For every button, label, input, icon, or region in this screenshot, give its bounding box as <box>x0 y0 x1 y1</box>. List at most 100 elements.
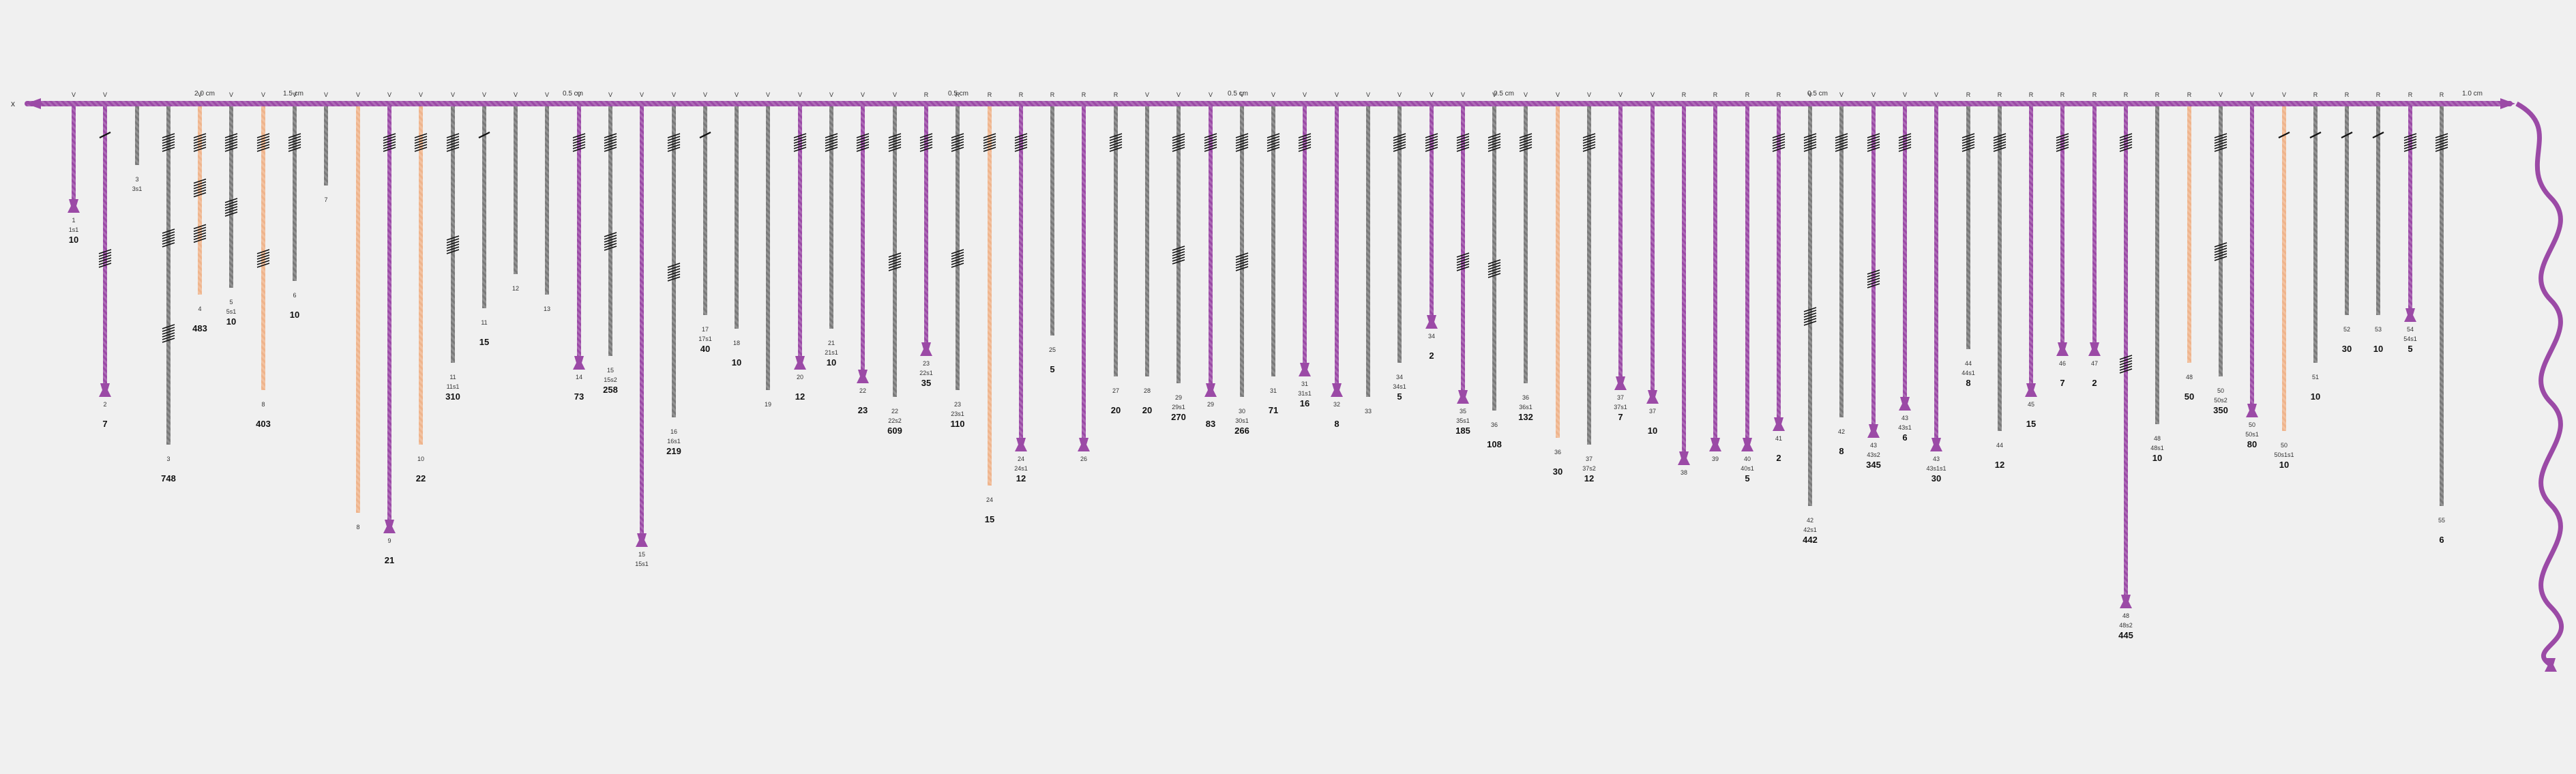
long-knot-icon <box>193 229 207 235</box>
cord-labels: V 2 7 <box>102 91 107 429</box>
long-knot-icon <box>1456 255 1470 261</box>
long-knot-icon <box>1235 133 1249 138</box>
long-knot-icon <box>888 261 902 266</box>
long-knot-icon <box>888 141 902 147</box>
long-knot-icon <box>2119 136 2133 141</box>
pendant-cord-14 <box>572 104 586 370</box>
cord-id: 43 <box>1870 442 1877 449</box>
cord-ply: V <box>1271 91 1275 98</box>
cord-value: 20 <box>1111 405 1121 415</box>
long-knot-icon <box>1109 138 1123 144</box>
long-knot-icon <box>383 147 396 152</box>
cord-ply: V <box>766 91 770 98</box>
pendant-cord-44 <box>1993 104 2007 431</box>
pendant-cord-24 <box>1014 104 1028 451</box>
spacing-label: 0.5 cm <box>1228 90 1248 98</box>
cord-ply: R <box>2376 91 2381 98</box>
long-knot-icon <box>1582 133 1596 138</box>
cord-ply: V <box>514 91 518 98</box>
cord-labels: V 18 10 <box>732 91 741 368</box>
cord-tassel-icon <box>1204 383 1217 397</box>
long-knot-icon <box>919 136 933 141</box>
long-knot-icon <box>1204 138 1217 144</box>
pendant-cord-37 <box>1614 104 1627 390</box>
cord-ply: R <box>924 91 929 98</box>
long-knot-icon <box>446 238 460 243</box>
long-knot-icon <box>414 138 428 144</box>
cord-tassel-icon <box>2088 342 2101 356</box>
pendant-cord-22 <box>888 104 902 397</box>
long-knot-icon <box>919 138 933 144</box>
cord-s: 37s1 <box>1614 404 1627 411</box>
long-knot-icon <box>1803 138 1817 144</box>
long-knot-icon <box>256 260 270 265</box>
cord-labels: V 36 108 <box>1487 91 1502 449</box>
cord-s: 31s1 <box>1298 390 1312 397</box>
cord-labels: R 52 30 <box>2342 91 2352 354</box>
cord-ply: V <box>608 91 612 98</box>
cord-labels: V 30 30s1 266 <box>1234 91 1249 436</box>
long-knot-icon <box>1835 138 1848 144</box>
cord-value: 30 <box>1553 466 1563 477</box>
cord-labels: V 50 50s1s1 10 <box>2274 91 2294 470</box>
long-knot-icon <box>604 245 617 251</box>
cord-value: 23 <box>858 405 868 415</box>
long-knot-icon <box>1393 144 1406 149</box>
cord-labels: V 8 403 <box>256 91 271 429</box>
long-knot-icon <box>604 136 617 141</box>
long-knot-icon <box>2119 144 2133 149</box>
cord-labels: R 54 54s1 5 <box>2403 91 2417 354</box>
long-knot-icon <box>2435 147 2448 152</box>
cord-value: 12 <box>1016 473 1026 483</box>
long-knot-icon <box>256 249 270 254</box>
cord-ply: V <box>2250 91 2254 98</box>
long-knot-icon <box>1961 136 1975 141</box>
long-knot-icon <box>1519 144 1533 149</box>
cord-labels: R 27 20 <box>1111 91 1121 415</box>
cord-tassel-icon <box>68 199 80 213</box>
long-knot-icon <box>1867 147 1880 152</box>
long-knot-icon <box>667 263 681 268</box>
long-knot-icon <box>2214 253 2227 258</box>
top-cord-label: x <box>11 99 15 108</box>
spacing-label: 0.5 cm <box>563 90 583 98</box>
cord-tassel-icon <box>1773 417 1785 431</box>
long-knot-icon <box>98 260 112 265</box>
pendant-cord-43 <box>1930 104 1942 451</box>
cord-ply: R <box>2187 91 2192 98</box>
cord-id: 41 <box>1775 435 1782 442</box>
cord-id: 54 <box>2407 326 2414 333</box>
cord-s: 54s1 <box>2403 336 2417 342</box>
tail-tassel-icon <box>2545 658 2557 672</box>
cord-ply: V <box>703 91 707 98</box>
long-knot-icon <box>256 133 270 138</box>
pendant-cord-34 <box>1425 104 1438 329</box>
cord-s: 15s2 <box>604 376 617 383</box>
cord-ply: V <box>861 91 865 98</box>
cord-ply: V <box>735 91 739 98</box>
pendant-cord-22 <box>856 104 870 383</box>
long-knot-icon <box>919 141 933 147</box>
long-knot-icon <box>2119 368 2133 374</box>
long-knot-icon <box>1898 136 1912 141</box>
long-knot-icon <box>1172 141 1185 147</box>
long-knot-icon <box>162 327 175 332</box>
cord-id: 15 <box>607 367 614 374</box>
pendant-cord-31 <box>1298 104 1312 376</box>
long-knot-icon <box>2119 138 2133 144</box>
cord-labels: R 45 15 <box>2026 91 2036 429</box>
long-knot-icon <box>193 181 207 187</box>
cord-s: 16s1 <box>667 438 681 445</box>
cord-id: 48 <box>2186 374 2193 381</box>
cord-tassel-icon <box>2120 595 2132 608</box>
long-knot-icon <box>1298 133 1312 138</box>
cord-labels: R 48 50 <box>2185 91 2194 402</box>
long-knot-icon <box>1993 147 2007 152</box>
cord-id: 44 <box>1965 360 1972 367</box>
long-knot-icon <box>951 257 964 263</box>
long-knot-icon <box>193 147 207 152</box>
cord-labels: V 19 <box>765 91 771 408</box>
